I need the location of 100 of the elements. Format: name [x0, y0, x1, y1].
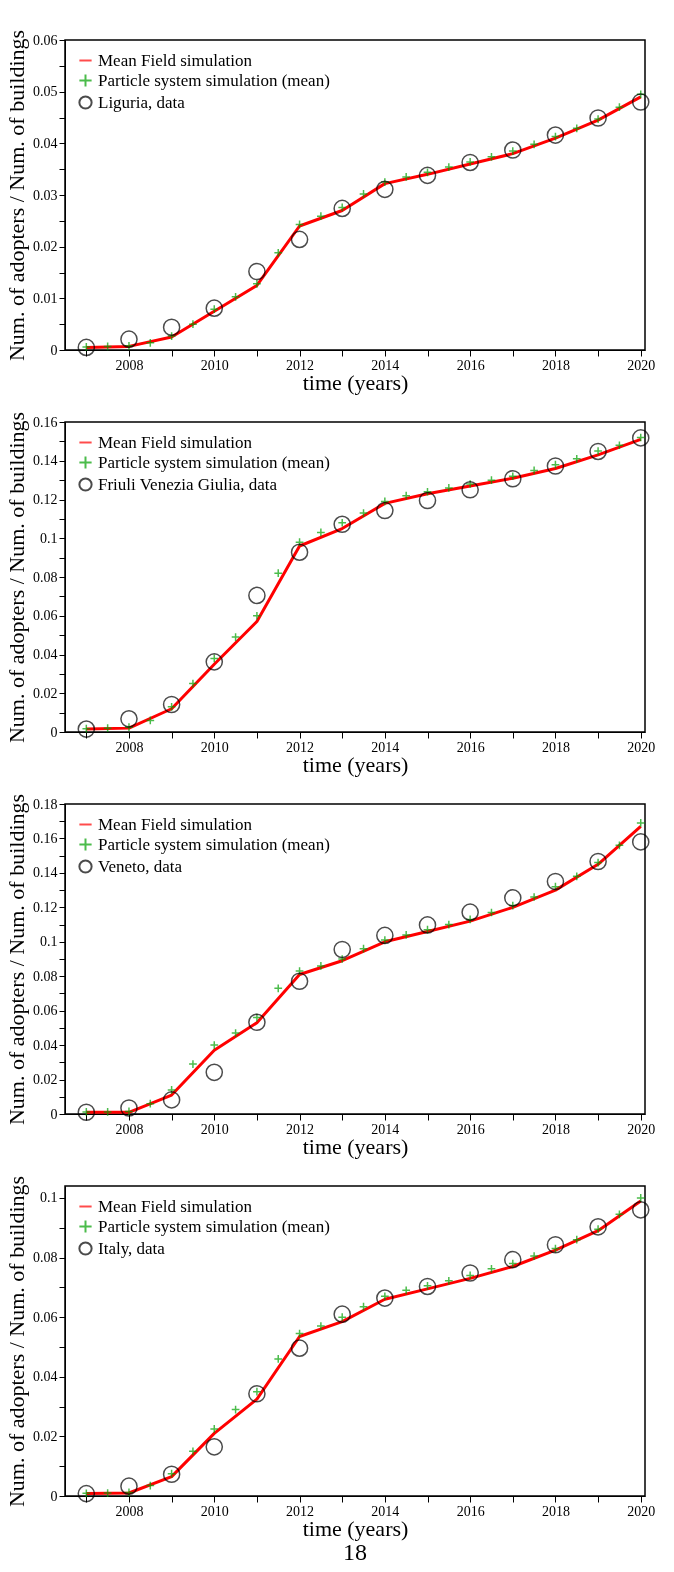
point — [461, 903, 479, 921]
point — [103, 1488, 113, 1498]
y-tick-label: 0.03 — [33, 187, 58, 203]
point — [248, 1384, 266, 1403]
point — [589, 852, 607, 871]
point — [252, 279, 262, 289]
point — [162, 318, 181, 337]
legend-label: Particle system simulation (mean) — [98, 452, 330, 472]
y-tick-label: 0.06 — [33, 1003, 58, 1019]
y-tick-label: 0.18 — [33, 796, 58, 812]
point — [316, 211, 326, 221]
y-tick-label: 0.12 — [33, 899, 58, 915]
x-tick-label: 2020 — [627, 1503, 656, 1519]
point — [503, 141, 522, 159]
point — [503, 469, 522, 488]
point — [162, 695, 181, 714]
point — [103, 1107, 113, 1117]
y-tick-label: 0.1 — [40, 530, 58, 546]
point — [290, 543, 309, 561]
point — [209, 1040, 219, 1050]
y-tick-label: 0.02 — [33, 685, 58, 701]
x-tick-label: 2010 — [200, 1503, 229, 1519]
point — [401, 172, 411, 182]
y-tick-label: 0.16 — [33, 414, 58, 430]
x-tick-label: 2008 — [115, 739, 144, 755]
legend-label: Particle system simulation (mean) — [98, 1216, 330, 1236]
y-tick-label: 0.1 — [40, 1190, 58, 1206]
point — [273, 1354, 283, 1364]
point — [529, 139, 539, 149]
y-tick-label: 0.14 — [33, 453, 58, 469]
y-tick-label: 0.02 — [33, 1072, 58, 1088]
x-tick-label: 2020 — [627, 739, 656, 755]
point — [418, 1277, 437, 1296]
point — [546, 457, 565, 475]
point — [188, 1446, 198, 1456]
point — [503, 889, 522, 907]
point — [188, 1059, 198, 1069]
x-tick-label: 2010 — [200, 357, 229, 373]
y-tick-label: 0.02 — [33, 1428, 58, 1444]
point — [589, 442, 607, 461]
point — [461, 481, 479, 499]
legend-label: Mean Field simulation — [98, 432, 253, 452]
x-tick-label: 2020 — [627, 1121, 656, 1137]
point — [333, 199, 352, 218]
point — [205, 1063, 224, 1082]
x-tick-label: 2008 — [115, 357, 144, 373]
y-tick-label: 0 — [50, 342, 58, 358]
point — [376, 1289, 394, 1307]
point — [376, 501, 394, 520]
x-tick-label: 2016 — [456, 1503, 485, 1519]
point — [205, 653, 224, 671]
legend-label: Liguria, data — [98, 92, 186, 112]
point — [205, 1438, 224, 1456]
point — [636, 818, 646, 828]
point — [209, 1424, 219, 1434]
x-tick-label: 2018 — [541, 1503, 570, 1519]
point — [631, 429, 650, 447]
legend-label: Particle system simulation (mean) — [98, 834, 330, 854]
x-tick-label: 2010 — [200, 739, 229, 755]
point — [546, 872, 565, 891]
point — [444, 162, 454, 172]
point — [546, 126, 565, 144]
y-tick-label: 0.08 — [33, 968, 58, 984]
y-axis-title: Num. of adopters / Num. of buildings — [4, 793, 29, 1126]
point — [273, 248, 283, 258]
point — [162, 1091, 181, 1109]
point — [273, 983, 283, 993]
y-tick-label: 0.04 — [33, 135, 58, 151]
point — [333, 515, 352, 534]
x-tick-label: 2020 — [627, 357, 656, 373]
legend-label: Mean Field simulation — [98, 1196, 253, 1216]
x-tick-label: 2018 — [541, 739, 570, 755]
point — [631, 833, 650, 851]
point — [546, 1235, 565, 1254]
point — [290, 230, 309, 249]
point — [333, 1305, 352, 1323]
legend-label: Veneto, data — [98, 856, 183, 876]
point — [290, 972, 309, 991]
y-tick-label: 0.08 — [33, 569, 58, 585]
legend-label: Italy, data — [98, 1238, 166, 1258]
point — [248, 586, 266, 605]
y-tick-label: 0 — [50, 1106, 58, 1122]
y-tick-label: 0 — [50, 1488, 58, 1504]
x-tick-label: 2016 — [456, 1121, 485, 1137]
point — [205, 299, 224, 317]
y-tick-label: 0.06 — [33, 608, 58, 624]
point — [418, 491, 437, 510]
point — [376, 180, 394, 199]
x-tick-label: 2008 — [115, 1121, 144, 1137]
x-tick-label: 2010 — [200, 1121, 229, 1137]
point — [77, 338, 96, 357]
legend-label: Mean Field simulation — [98, 814, 253, 834]
point — [145, 338, 155, 348]
y-tick-label: 0.02 — [33, 239, 58, 255]
point — [120, 330, 138, 348]
point — [444, 1276, 454, 1286]
y-tick-label: 0.04 — [33, 1037, 58, 1053]
point — [401, 930, 411, 940]
x-tick-label: 2018 — [541, 1121, 570, 1137]
point — [248, 1013, 266, 1031]
